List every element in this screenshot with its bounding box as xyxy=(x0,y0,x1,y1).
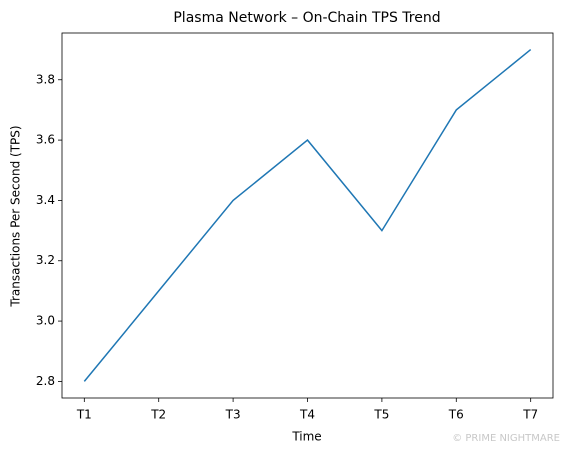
line-series xyxy=(83,49,532,382)
x-tick-label: T7 xyxy=(522,408,538,422)
watermark: © PRIME NIGHTMARE xyxy=(452,433,560,444)
y-tick-label: 3.4 xyxy=(36,193,55,207)
y-tick-label: 3.2 xyxy=(36,253,55,267)
x-tick-label: T4 xyxy=(299,408,315,422)
x-axis-label: Time xyxy=(291,430,321,444)
x-tick-label: T3 xyxy=(225,408,241,422)
x-tick-label: T1 xyxy=(76,408,92,422)
y-tick-label: 2.8 xyxy=(36,374,55,388)
x-tick-label: T5 xyxy=(373,408,389,422)
y-tick-label: 3.6 xyxy=(36,133,55,147)
chart-title: Plasma Network – On-Chain TPS Trend xyxy=(173,10,440,26)
y-axis-label: Transactions Per Second (TPS) xyxy=(9,125,23,307)
y-tick-label: 3.8 xyxy=(36,72,55,86)
y-tick-label: 3.0 xyxy=(36,314,55,328)
x-tick-label: T6 xyxy=(448,408,464,422)
x-tick-label: T2 xyxy=(150,408,166,422)
